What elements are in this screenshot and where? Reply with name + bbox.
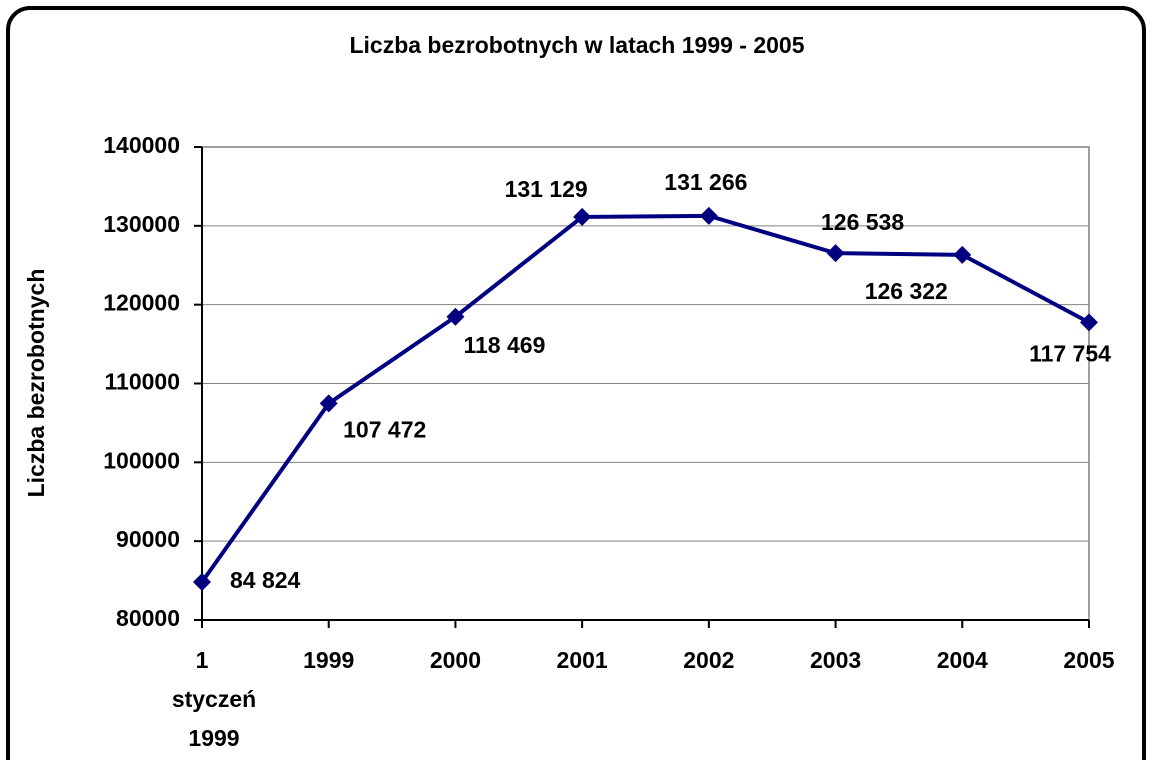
data-label: 118 469: [463, 332, 545, 358]
y-tick-label: 130000: [103, 211, 180, 237]
data-point: [1080, 313, 1098, 332]
x-tick-label: 2005: [1063, 647, 1114, 673]
y-axis-label: Liczba bezrobotnych: [23, 269, 49, 498]
data-label: 126 322: [865, 278, 948, 304]
y-tick-label: 80000: [116, 605, 180, 631]
y-tick-label: 100000: [103, 447, 180, 473]
x-tick-label: 1999: [303, 647, 354, 673]
data-point: [699, 206, 718, 225]
data-label: 117 754: [1029, 340, 1111, 366]
chart-title: Liczba bezrobotnych w latach 1999 - 2005: [349, 32, 804, 58]
y-tick-label: 120000: [103, 290, 180, 316]
data-line: [200, 213, 1090, 584]
x-tick-label: 1 styczeń 1999: [172, 647, 256, 751]
x-tick-label: 2001: [557, 647, 608, 673]
data-label: 84 824: [230, 567, 301, 593]
data-label: 131 266: [664, 169, 747, 195]
data-point: [446, 307, 465, 326]
data-label: 131 129: [505, 176, 588, 202]
x-tick-label: 2003: [810, 647, 861, 673]
data-label: 126 538: [821, 209, 904, 235]
y-tick-label: 140000: [103, 132, 180, 158]
x-tick-label: 2000: [430, 647, 481, 673]
data-label: 107 472: [343, 417, 426, 443]
data-point: [319, 394, 338, 413]
x-tick-label: 2004: [937, 647, 988, 673]
x-tick-label: 2002: [683, 647, 734, 673]
data-point: [193, 572, 211, 591]
data-point: [573, 207, 592, 226]
data-point: [953, 245, 972, 264]
y-tick-label: 110000: [105, 369, 180, 395]
y-tick-label: 90000: [116, 526, 180, 552]
data-point: [826, 244, 845, 263]
